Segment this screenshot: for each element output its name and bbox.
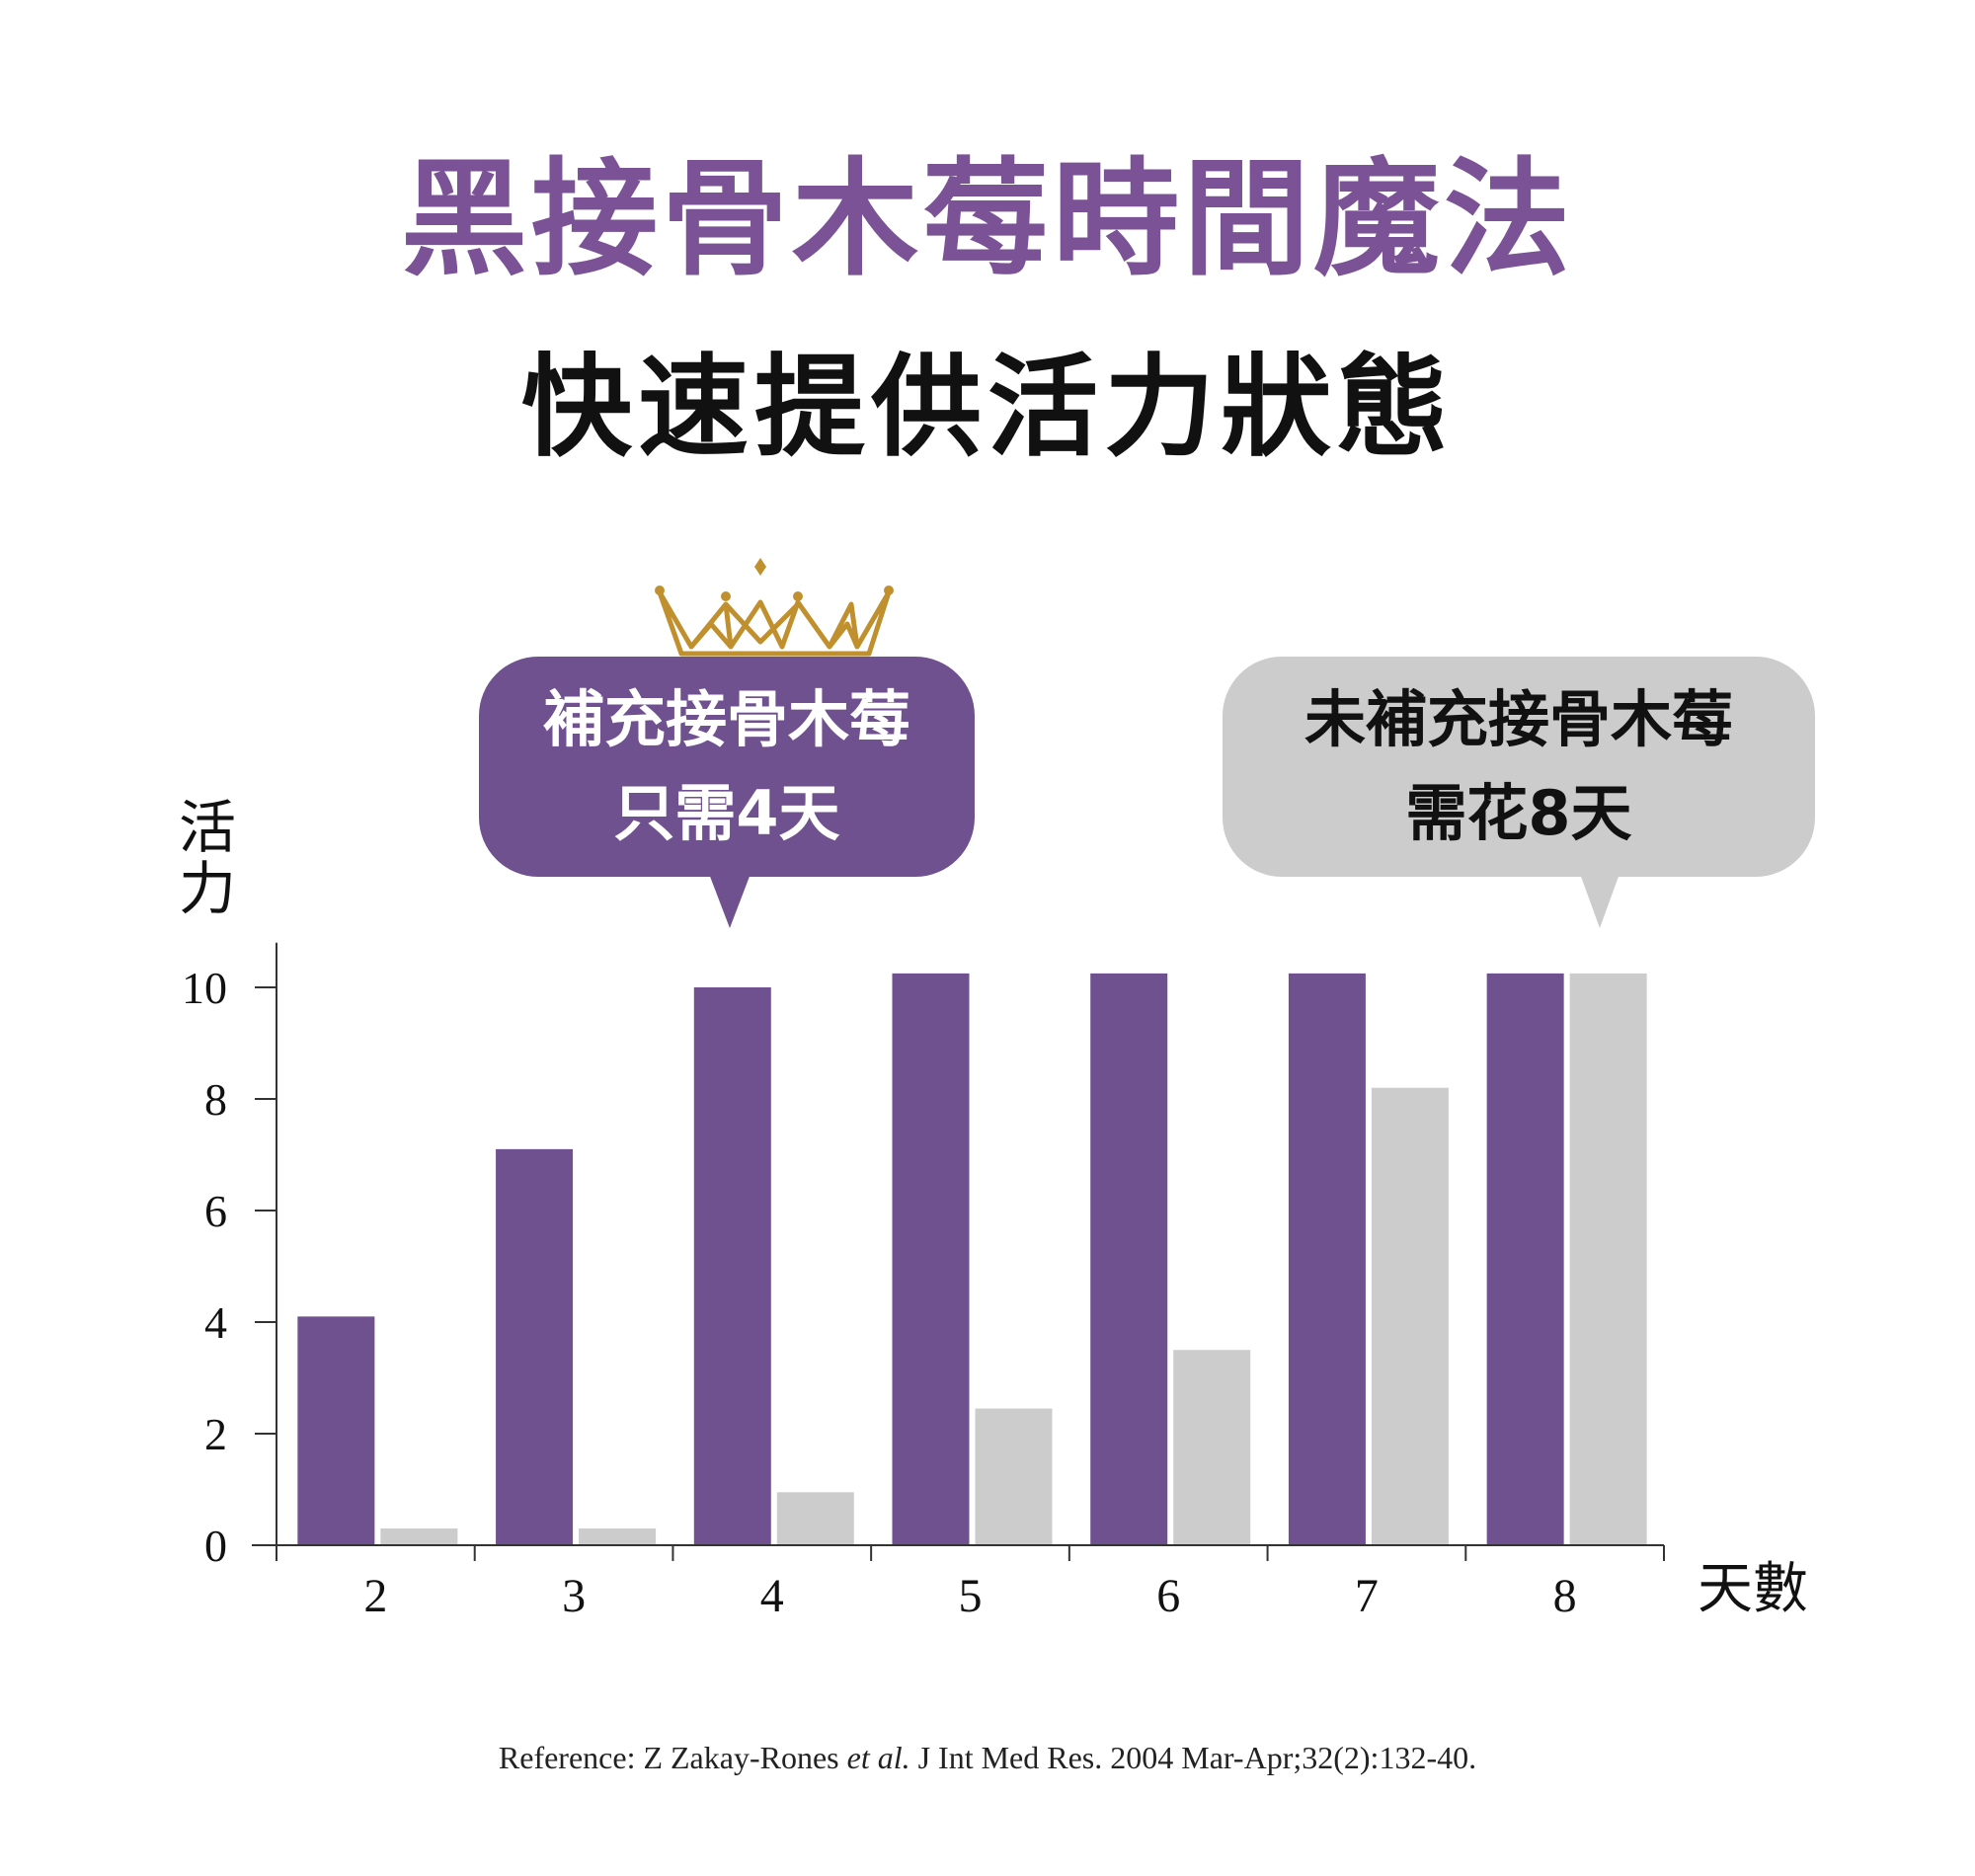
bar-without-elderberry: [975, 1408, 1053, 1545]
crown-jewel: [793, 591, 803, 601]
callout-without-line1: 未補充接骨木莓: [1304, 683, 1733, 755]
reference-italic: et al.: [846, 1740, 910, 1775]
axes: 0 2 4 6 8 10 2 3 4 5 6 7 8: [182, 942, 1665, 1622]
callout-pointer: [709, 874, 750, 928]
bar-without-elderberry: [1569, 973, 1647, 1545]
bar-without-elderberry: [776, 1492, 854, 1545]
bar-with-elderberry: [1288, 973, 1366, 1545]
y-tick-label: 10: [182, 963, 227, 1013]
y-tick-label: 8: [204, 1074, 227, 1125]
callout-with-line2: 只需4天: [613, 777, 839, 849]
bar-with-elderberry: [1090, 973, 1168, 1545]
callout-without-elderberry: 未補充接骨木莓 需花8天: [1223, 657, 1815, 928]
y-axis-label-char: 活: [179, 794, 236, 861]
x-axis-label: 天數: [1698, 1557, 1808, 1621]
x-tick-label: 4: [760, 1570, 784, 1622]
x-tick-label: 3: [562, 1570, 586, 1622]
callout-bubble: [1223, 657, 1815, 877]
x-tick-label: 7: [1355, 1570, 1379, 1622]
crown-icon: [657, 589, 892, 657]
crown-jewel: [721, 591, 731, 601]
page-title: 黑接骨木莓時間魔法: [400, 145, 1574, 293]
y-tick-label: 6: [204, 1186, 227, 1236]
reference-suffix: J Int Med Res. 2004 Mar-Apr;32(2):132-40…: [909, 1740, 1477, 1775]
y-tick-label: 0: [204, 1521, 227, 1571]
callout-with-elderberry: 補充接骨木莓 只需4天: [479, 657, 975, 928]
callout-with-line1: 補充接骨木莓: [543, 683, 910, 755]
page-subtitle: 快速提供活力狀態: [521, 343, 1454, 472]
bar-with-elderberry: [693, 987, 771, 1545]
reference-prefix: Reference: Z Zakay-Rones: [498, 1740, 847, 1775]
bar-with-elderberry: [1486, 973, 1564, 1545]
callout-without-line2: 需花8天: [1405, 777, 1631, 849]
bar-with-elderberry: [297, 1316, 375, 1545]
crown-jewels: [655, 558, 894, 601]
crown-jewel: [884, 586, 894, 595]
crown-jewel: [655, 586, 665, 595]
x-tick-label: 6: [1156, 1570, 1180, 1622]
y-tick-label: 2: [204, 1409, 227, 1459]
y-axis-label-char: 力: [179, 855, 236, 922]
crown-jewel: [754, 558, 766, 576]
x-tick-label: 2: [363, 1570, 387, 1622]
x-tick-label: 8: [1553, 1570, 1577, 1622]
y-tick-label: 4: [204, 1297, 227, 1348]
reference-citation: Reference: Z Zakay-Rones et al. J Int Me…: [0, 1740, 1975, 1776]
callout-bubble: [479, 657, 975, 877]
bars: [297, 973, 1647, 1545]
callout-pointer: [1580, 874, 1620, 928]
x-tick-label: 5: [959, 1570, 983, 1622]
bar-with-elderberry: [892, 973, 970, 1545]
bar-without-elderberry: [380, 1528, 458, 1545]
bar-with-elderberry: [496, 1148, 574, 1545]
bar-without-elderberry: [579, 1528, 657, 1545]
bar-without-elderberry: [1173, 1350, 1251, 1545]
bar-without-elderberry: [1371, 1087, 1449, 1545]
